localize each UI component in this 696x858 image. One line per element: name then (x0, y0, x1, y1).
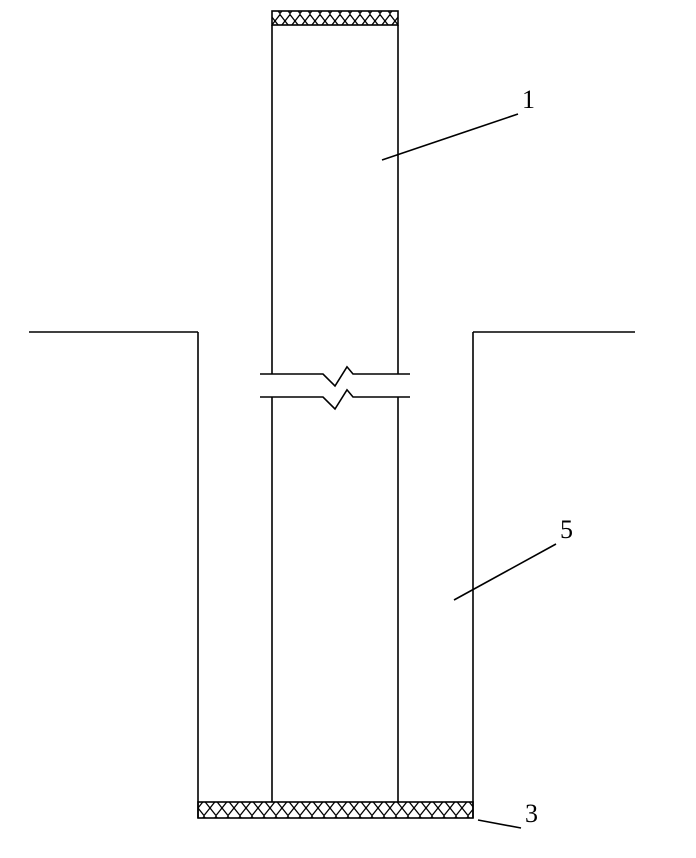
label-label_3: 3 (525, 799, 538, 828)
leader-label_3 (478, 820, 521, 828)
top-hatched-cap (272, 11, 398, 25)
bottom-hatched-band (198, 802, 473, 818)
leader-label_1 (382, 114, 518, 160)
leader-label_5 (454, 544, 556, 600)
break-line-lower (260, 390, 410, 409)
break-line-upper (260, 367, 410, 386)
label-label_1: 1 (522, 85, 535, 114)
cross-section-diagram: 1 5 3 (0, 0, 696, 858)
label-label_5: 5 (560, 515, 573, 544)
